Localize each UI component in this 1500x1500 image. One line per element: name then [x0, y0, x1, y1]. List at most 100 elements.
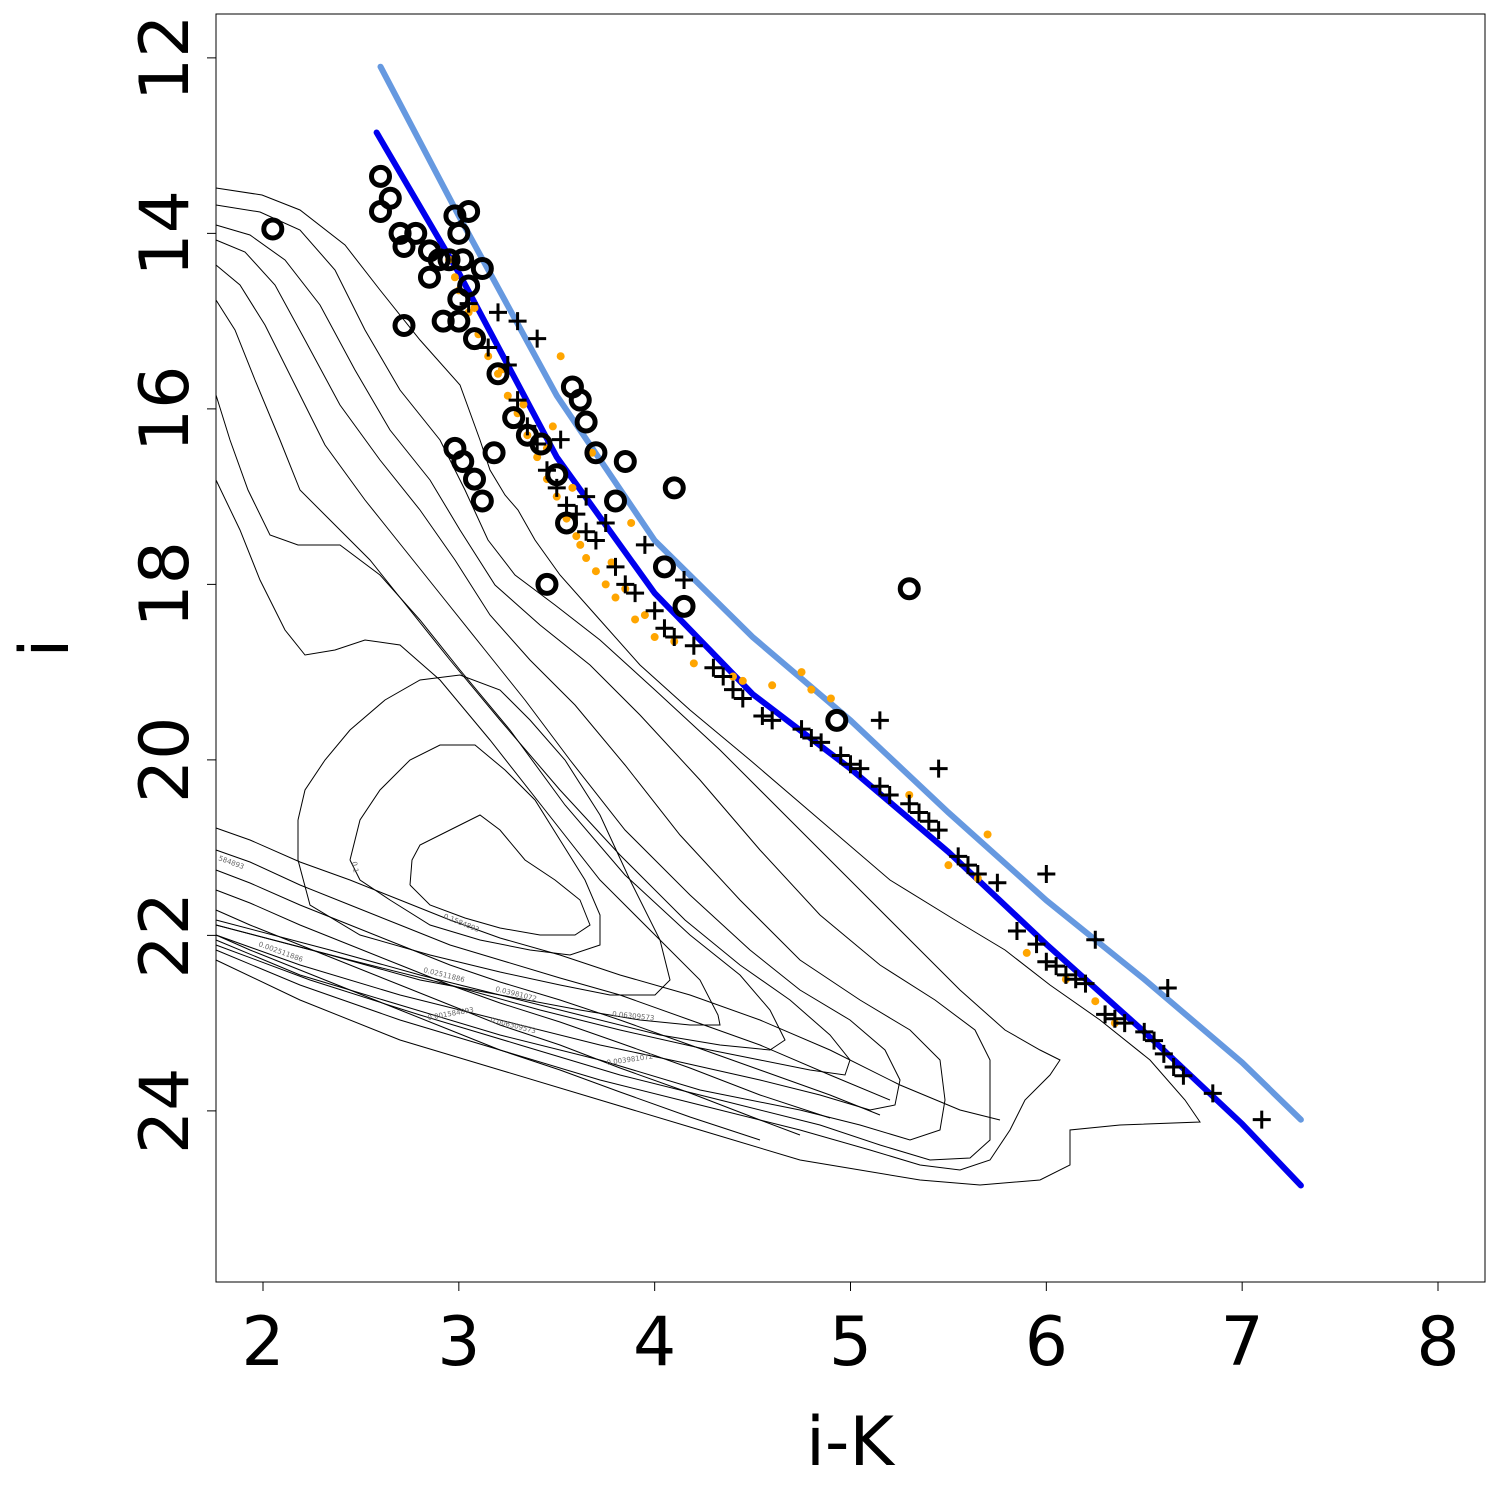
cross-point: [577, 487, 596, 506]
y-tick-label: 12: [126, 15, 205, 102]
circle-points: [261, 164, 921, 732]
orange-point: [768, 681, 777, 690]
cross-point: [675, 570, 694, 589]
cross-point: [1037, 952, 1056, 971]
orange-point: [582, 554, 591, 563]
orange-point: [650, 633, 659, 642]
density-contours: [215, 187, 1201, 1186]
contour-line: [297, 674, 671, 996]
cross-point: [1096, 1005, 1115, 1024]
circle-point: [392, 314, 416, 338]
cross-point: [489, 303, 507, 322]
orange-point: [983, 830, 992, 839]
cross-point: [753, 707, 772, 726]
cross-point: [655, 619, 674, 638]
cross-point: [704, 658, 723, 677]
circle-point: [463, 467, 486, 491]
contour-line: [349, 744, 601, 956]
orange-point: [572, 532, 581, 541]
x-tick-label: 4: [633, 1303, 676, 1382]
circle-point: [417, 265, 441, 289]
cross-point: [1154, 1044, 1173, 1063]
cross-point: [586, 531, 605, 550]
orange-point: [627, 518, 636, 527]
orange-point: [576, 540, 585, 549]
cross-point: [1047, 957, 1066, 976]
orange-point: [826, 694, 835, 703]
contour-label: 0.1: [350, 861, 360, 873]
cross-point: [910, 803, 929, 822]
orange-point: [797, 668, 806, 677]
cross-point: [557, 496, 576, 515]
cross-point: [949, 847, 968, 866]
orange-point: [519, 400, 528, 409]
contour-line: [215, 889, 831, 1119]
circle-point: [574, 410, 598, 434]
cross-point: [812, 733, 831, 752]
contour-line: [215, 264, 901, 1111]
orange-point: [548, 422, 557, 431]
cross-point: [1135, 1022, 1154, 1041]
cross-point: [1086, 930, 1105, 949]
circle-point: [662, 476, 686, 500]
cross-point: [959, 856, 977, 875]
contour-line: [215, 394, 786, 1051]
orange-point: [568, 483, 577, 492]
cross-point: [528, 329, 547, 348]
contour-line: [215, 909, 801, 1136]
orange-point: [503, 391, 512, 400]
cross-point: [792, 720, 811, 739]
circle-point: [613, 450, 637, 474]
cross-point: [508, 312, 527, 331]
x-tick-label: 3: [437, 1303, 480, 1382]
orange-point: [588, 448, 596, 457]
circle-point: [463, 327, 486, 351]
y-axis-title: i: [6, 639, 85, 658]
orange-point: [729, 672, 737, 681]
cross-point: [870, 777, 889, 796]
cross-point: [1076, 974, 1095, 993]
circle-point: [392, 235, 416, 259]
orange-point: [450, 273, 459, 282]
circle-point: [447, 309, 471, 333]
contour-line: [215, 239, 946, 1141]
y-tick-label: 14: [126, 190, 205, 277]
cross-point: [841, 755, 860, 774]
cross-point: [1158, 979, 1177, 998]
orange-point: [556, 352, 565, 361]
cross-point: [1115, 1014, 1134, 1033]
cross-point: [1027, 935, 1046, 954]
y-tick-label: 18: [126, 541, 205, 628]
circle-point: [369, 164, 392, 188]
contour-line: [215, 204, 1061, 1171]
cross-point: [919, 812, 938, 831]
circle-point: [529, 432, 553, 456]
y-tick-label: 20: [126, 717, 205, 804]
cross-point: [1105, 1009, 1124, 1028]
x-axis: 2 3 4 5 6 7 8: [241, 1281, 1460, 1382]
cross-point: [714, 667, 733, 686]
cross-point: [508, 391, 527, 410]
y-axis: 12 14 16 18 20 22 24: [126, 15, 217, 1154]
cross-point: [1066, 970, 1085, 989]
orange-point: [738, 676, 747, 685]
y-tick-label: 22: [126, 892, 205, 979]
cross-point: [645, 601, 664, 620]
contour-line: [215, 299, 851, 1076]
x-tick-label: 2: [241, 1303, 284, 1382]
cross-point: [616, 575, 635, 594]
x-tick-label: 6: [1025, 1303, 1068, 1382]
circle-point: [457, 199, 481, 223]
cross-point: [724, 680, 742, 699]
circle-point: [261, 217, 285, 241]
circle-point: [470, 489, 494, 513]
circle-point: [482, 441, 506, 465]
cross-point: [929, 759, 948, 778]
x-tick-label: 8: [1416, 1303, 1459, 1382]
orange-point: [607, 558, 616, 567]
cross-point: [551, 430, 570, 449]
circle-point: [535, 572, 559, 596]
orange-point: [631, 615, 640, 624]
circle-point: [652, 555, 676, 579]
orange-point: [1091, 997, 1100, 1006]
